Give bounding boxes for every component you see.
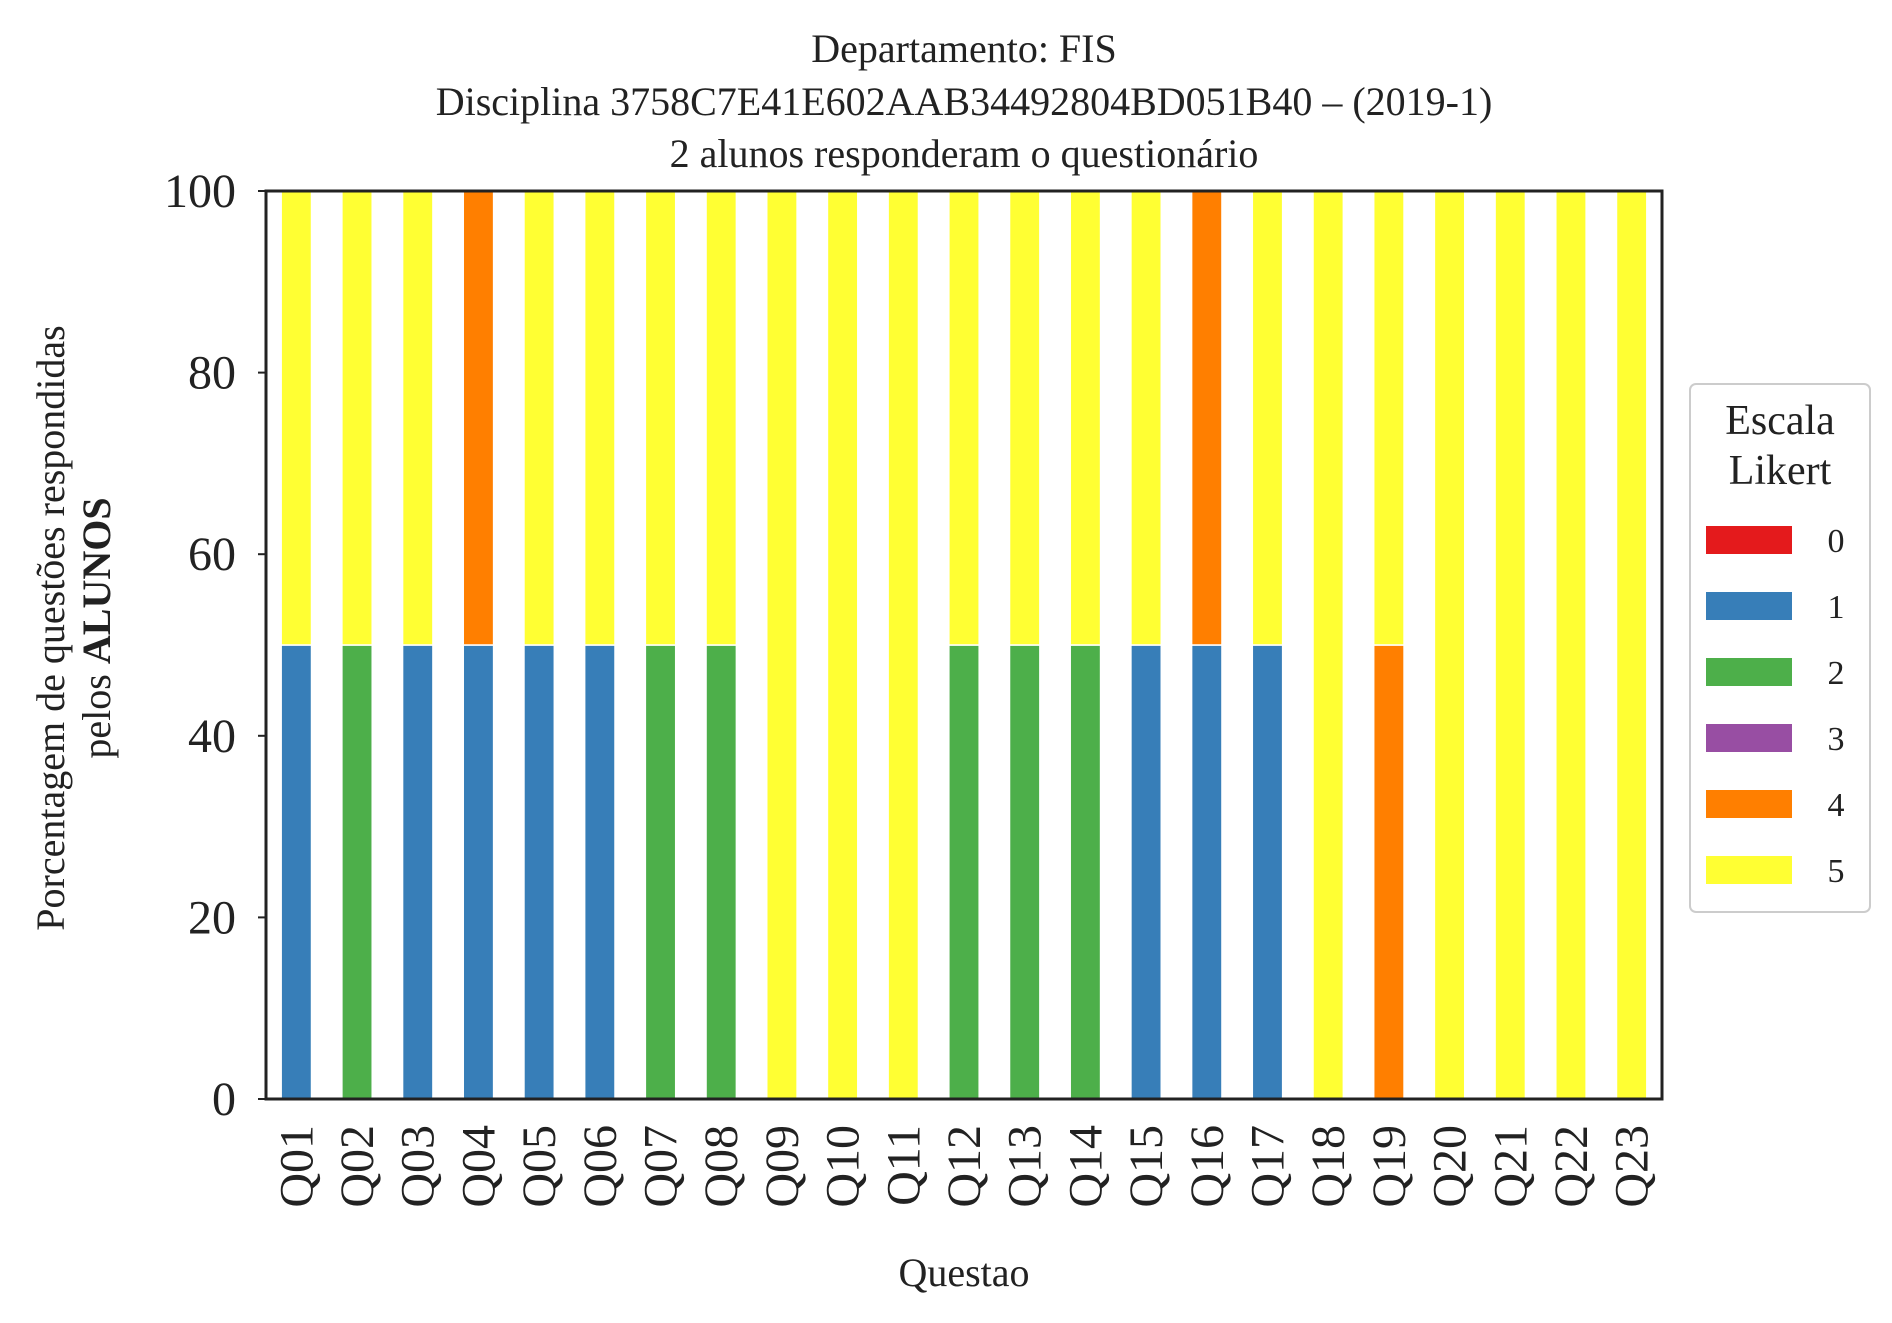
y-axis-label-line-2: pelos ALUNOS: [74, 497, 119, 758]
x-tick-label-Q21: Q21: [1484, 1125, 1537, 1208]
bar-Q11-likert-5: [887, 190, 920, 1100]
bar-Q15-likert-1: [1130, 644, 1163, 1100]
bar-Q01-likert-1: [280, 644, 313, 1100]
legend-swatch-1: [1706, 592, 1792, 620]
x-tick-label-Q01: Q01: [270, 1125, 323, 1208]
x-tick-label-Q08: Q08: [695, 1125, 748, 1208]
bars-layer: [280, 190, 1648, 1100]
x-tick-label-Q17: Q17: [1241, 1125, 1294, 1208]
x-tick-label-Q16: Q16: [1181, 1125, 1234, 1208]
bar-Q06-likert-5: [583, 190, 616, 646]
x-tick-label-Q04: Q04: [452, 1125, 505, 1208]
x-tick-label-Q05: Q05: [513, 1125, 566, 1208]
bar-Q16-likert-4: [1190, 190, 1223, 646]
bar-Q12-likert-2: [948, 644, 980, 1100]
x-tick-label-Q09: Q09: [756, 1125, 809, 1208]
bar-Q20-likert-5: [1433, 190, 1466, 1100]
legend-label-1: 1: [1828, 589, 1845, 626]
legend-label-5: 5: [1828, 853, 1845, 890]
y-tick-label-20: 20: [188, 891, 236, 944]
x-tick-label-Q13: Q13: [999, 1125, 1052, 1208]
bar-Q13-likert-2: [1008, 644, 1041, 1100]
legend-swatch-3: [1706, 724, 1792, 752]
bar-Q14-likert-2: [1069, 644, 1102, 1100]
y-tick-label-0: 0: [212, 1073, 236, 1126]
y-tick-label-60: 60: [188, 528, 236, 581]
bar-Q22-likert-5: [1555, 190, 1587, 1100]
bar-Q04-likert-1: [462, 644, 495, 1100]
y-ticks: 0 20 40 60 80 100: [164, 165, 266, 1126]
bar-Q02-likert-2: [341, 644, 373, 1100]
x-tick-label-Q12: Q12: [938, 1125, 991, 1208]
legend: Escala Likert 0 1 2 3 4 5: [1689, 383, 1871, 913]
bar-Q05-likert-1: [523, 644, 556, 1100]
bar-Q15-likert-5: [1130, 190, 1163, 646]
bar-Q04-likert-4: [462, 190, 495, 646]
x-tick-label-Q20: Q20: [1424, 1125, 1477, 1208]
x-tick-label-Q18: Q18: [1302, 1125, 1355, 1208]
bar-Q08-likert-5: [705, 190, 738, 646]
x-tick-label-Q07: Q07: [635, 1125, 688, 1208]
legend-swatch-4: [1706, 790, 1792, 818]
bar-Q21-likert-5: [1494, 190, 1527, 1100]
bar-Q07-likert-5: [644, 190, 677, 646]
y-tick-label-40: 40: [188, 710, 236, 763]
title-line-2: Disciplina 3758C7E41E602AAB34492804BD051…: [436, 79, 1493, 124]
y-axis-label-prefix: pelos: [74, 664, 119, 758]
x-tick-label-Q10: Q10: [817, 1125, 870, 1208]
plot-frame: [264, 189, 1664, 1101]
legend-label-2: 2: [1828, 655, 1845, 692]
legend-label-3: 3: [1828, 721, 1845, 758]
x-tick-label-Q19: Q19: [1363, 1125, 1416, 1208]
bar-Q17-likert-5: [1251, 190, 1284, 646]
x-tick-label-Q23: Q23: [1606, 1125, 1659, 1208]
legend-label-0: 0: [1828, 523, 1845, 560]
chart-title: Departamento: FIS Disciplina 3758C7E41E6…: [436, 26, 1493, 176]
bar-Q03-likert-5: [401, 190, 434, 646]
bar-Q05-likert-5: [523, 190, 556, 646]
bar-Q02-likert-5: [341, 190, 373, 646]
x-tick-label-Q14: Q14: [1059, 1125, 1112, 1208]
legend-swatch-5: [1706, 856, 1792, 884]
title-line-1: Departamento: FIS: [811, 26, 1117, 71]
y-tick-label-80: 80: [188, 347, 236, 400]
x-tick-label-Q03: Q03: [392, 1125, 445, 1208]
legend-title-line-1: Escala: [1725, 398, 1835, 444]
bar-Q07-likert-2: [644, 644, 677, 1100]
legend-label-4: 4: [1828, 787, 1845, 824]
y-axis-label-bold: ALUNOS: [74, 497, 119, 664]
legend-swatch-2: [1706, 658, 1792, 686]
y-axis-label-line-1: Porcentagem de questões respondidas: [28, 325, 73, 930]
bar-Q09-likert-5: [765, 190, 798, 1100]
bar-Q13-likert-5: [1008, 190, 1041, 646]
bar-Q19-likert-5: [1372, 190, 1405, 646]
bar-Q17-likert-1: [1251, 644, 1284, 1100]
y-axis-label: Porcentagem de questões respondidas pelo…: [28, 325, 119, 930]
bar-Q14-likert-5: [1069, 190, 1102, 646]
bar-Q01-likert-5: [280, 190, 313, 646]
title-line-3: 2 alunos responderam o questionário: [670, 131, 1259, 176]
x-ticks: Q01 Q02 Q03 Q04 Q05 Q06 Q07 Q08 Q09 Q10 Q11 Q12 Q13 Q…: [270, 1125, 1658, 1208]
x-tick-label-Q11: Q11: [877, 1125, 930, 1206]
legend-box: [1689, 383, 1871, 913]
bar-Q18-likert-5: [1312, 190, 1345, 1100]
bar-Q08-likert-2: [705, 644, 738, 1100]
legend-items: 0 1 2 3 4 5: [1706, 523, 1845, 890]
x-tick-label-Q06: Q06: [574, 1125, 627, 1208]
bar-Q06-likert-1: [583, 644, 616, 1100]
bar-Q10-likert-5: [826, 190, 859, 1100]
y-tick-label-100: 100: [164, 165, 236, 218]
legend-swatch-0: [1706, 526, 1792, 554]
legend-title-line-2: Likert: [1729, 448, 1832, 494]
bar-Q03-likert-1: [401, 644, 434, 1100]
bar-Q19-likert-4: [1372, 644, 1405, 1100]
x-tick-label-Q02: Q02: [331, 1125, 384, 1208]
bar-Q16-likert-1: [1190, 644, 1223, 1100]
x-tick-label-Q15: Q15: [1120, 1125, 1173, 1208]
x-axis-label: Questao: [898, 1250, 1029, 1295]
bar-Q23-likert-5: [1615, 190, 1648, 1100]
x-tick-label-Q22: Q22: [1545, 1125, 1598, 1208]
bar-Q12-likert-5: [948, 190, 980, 646]
